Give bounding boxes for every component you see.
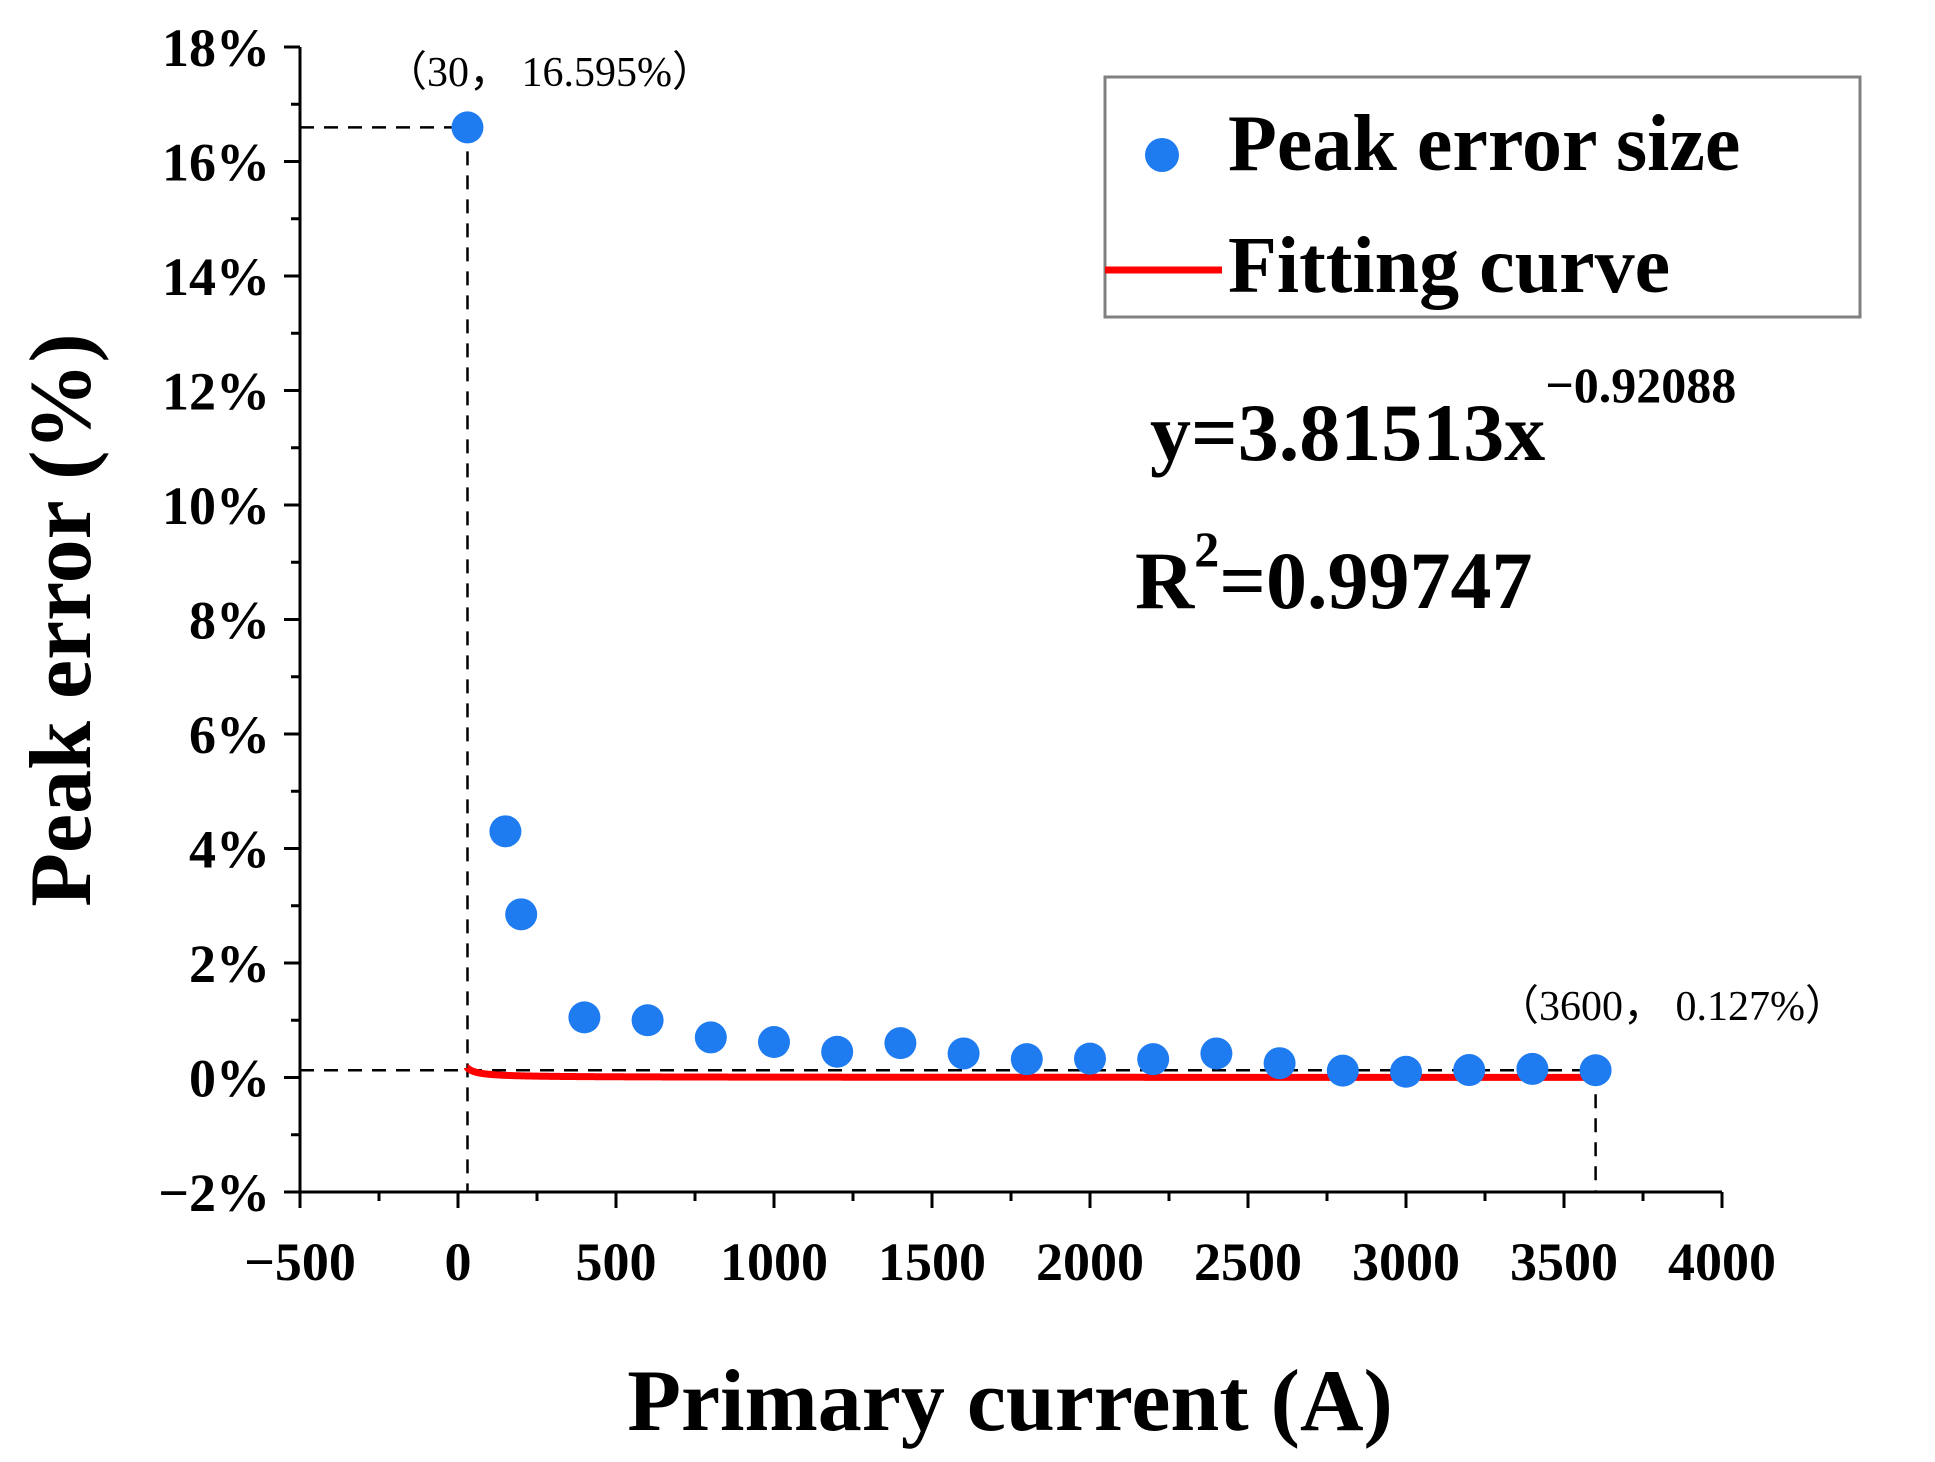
fitting-curve-series (463, 1064, 1596, 1081)
x-tick-label: 1000 (720, 1232, 828, 1292)
data-point (1074, 1042, 1106, 1075)
data-point (631, 1004, 664, 1037)
x-tick-label: 2000 (1036, 1232, 1144, 1292)
y-axis-title: Peak error (%) (13, 333, 110, 906)
y-tick-label: 16% (162, 133, 270, 193)
x-tick-label: 500 (576, 1232, 657, 1292)
data-point (758, 1026, 790, 1059)
data-point (884, 1027, 917, 1060)
last-point-label: （3600， 0.127%） (1497, 984, 1847, 1030)
equation-text: y=3.81513x−0.92088 (1150, 357, 1736, 478)
x-tick-label: 4000 (1668, 1232, 1776, 1292)
legend-box (1103, 75, 1862, 319)
y-tick-label: −2% (158, 1163, 270, 1223)
data-point (694, 1021, 727, 1054)
data-point (451, 111, 484, 144)
fitting-curve-line (463, 1064, 1596, 1081)
r2-main: R (1135, 535, 1195, 626)
data-point (1390, 1055, 1422, 1088)
y-tick-label: 18% (162, 18, 270, 78)
y-tick-label: 0% (189, 1049, 270, 1109)
r2-text: R2=0.99747 (1135, 521, 1532, 626)
legend-label-fitting-curve: Fitting curve (1228, 222, 1670, 310)
legend: Peak error size Fitting curve (1103, 75, 1862, 319)
data-point (1137, 1043, 1170, 1076)
guide-lines (300, 126, 1597, 1192)
data-point (568, 1001, 601, 1034)
legend-marker-peak-error (1145, 138, 1179, 172)
data-point (1579, 1054, 1612, 1087)
data-point (1453, 1054, 1486, 1087)
r2-value: =0.99747 (1219, 535, 1532, 626)
data-point (947, 1037, 980, 1070)
y-tick-label: 10% (162, 476, 270, 536)
data-point (1516, 1052, 1549, 1085)
x-tick-label: 1500 (878, 1232, 986, 1292)
equation-exponent: −0.92088 (1545, 357, 1736, 413)
x-tick-label: 0 (445, 1232, 472, 1292)
y-tick-label: 6% (189, 705, 270, 765)
data-point (489, 815, 522, 848)
first-point-label: （30， 16.595%） (385, 50, 714, 96)
x-tick-label: 2500 (1194, 1232, 1302, 1292)
y-tick-label: 2% (189, 934, 270, 994)
x-axis-title: Primary current (A) (627, 1353, 1393, 1450)
y-axis-ticks: −2% 0% 2% 4% 6% 8% 10% 12% 14% 16% 18% (158, 18, 300, 1223)
x-tick-label: −500 (244, 1232, 356, 1292)
x-axis-ticks: −500 0 500 1000 1500 2000 2500 3000 3500 4000 (244, 1192, 1776, 1292)
peak-error-series (451, 111, 1612, 1088)
r2-superscript: 2 (1194, 521, 1219, 577)
data-point (1326, 1054, 1359, 1087)
x-tick-label: 3000 (1352, 1232, 1460, 1292)
y-tick-label: 12% (162, 362, 270, 422)
y-tick-label: 4% (189, 820, 270, 880)
equation-main: y=3.81513x (1150, 387, 1545, 478)
y-tick-label: 8% (189, 591, 270, 651)
data-point (505, 898, 538, 931)
legend-label-peak-error: Peak error size (1228, 100, 1740, 188)
fit-equation: y=3.81513x−0.92088 R2=0.99747 (1135, 357, 1736, 626)
y-tick-label: 14% (162, 247, 270, 307)
data-point (1200, 1037, 1233, 1070)
data-point (1010, 1043, 1043, 1076)
x-tick-label: 3500 (1510, 1232, 1618, 1292)
data-point (1263, 1047, 1296, 1080)
data-point (821, 1035, 854, 1068)
